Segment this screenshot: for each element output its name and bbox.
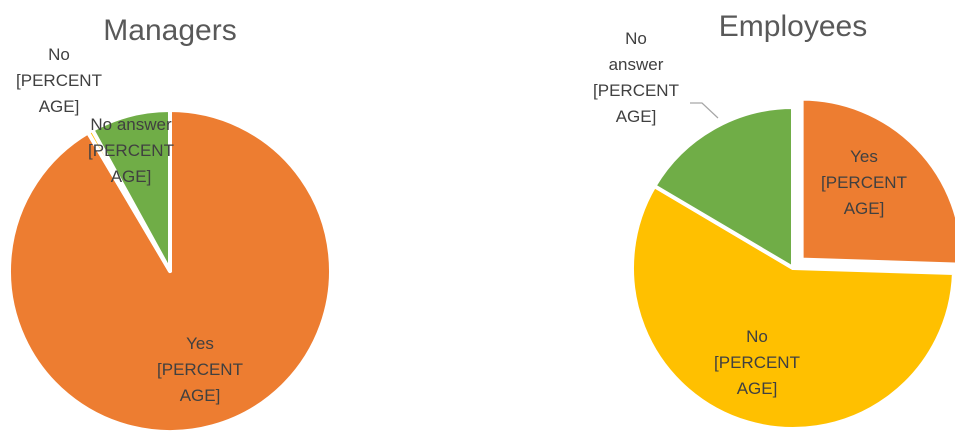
- managers-data-label-no: No [PERCENT AGE]: [16, 45, 102, 116]
- employees-data-label-no-answer: No answer [PERCENT AGE]: [593, 29, 679, 126]
- employees-slice-no-answer: [652, 105, 795, 270]
- employees-pie: Yes [PERCENT AGE] No [PERCENT AGE] No answer [PE…: [593, 29, 955, 431]
- employees-slice-yes: [799, 96, 955, 267]
- managers-data-label-yes: Yes [PERCENT AGE]: [157, 334, 243, 405]
- managers-data-label-no-answer: No answer [PERCENT AGE]: [88, 115, 174, 186]
- employees-leader-line-no-answer: [690, 102, 719, 119]
- employees-slice-no: [630, 184, 955, 431]
- managers-pie: Yes [PERCENT AGE] No [PERCENT AGE]No answer [P…: [7, 45, 333, 434]
- managers-slice-no-answer: [90, 108, 172, 273]
- employees-chart-title: Employees: [719, 10, 867, 43]
- employees-data-label-no: No [PERCENT AGE]: [714, 327, 800, 398]
- managers-chart-title: Managers: [103, 14, 236, 47]
- employees-data-label-yes: Yes [PERCENT AGE]: [821, 147, 907, 218]
